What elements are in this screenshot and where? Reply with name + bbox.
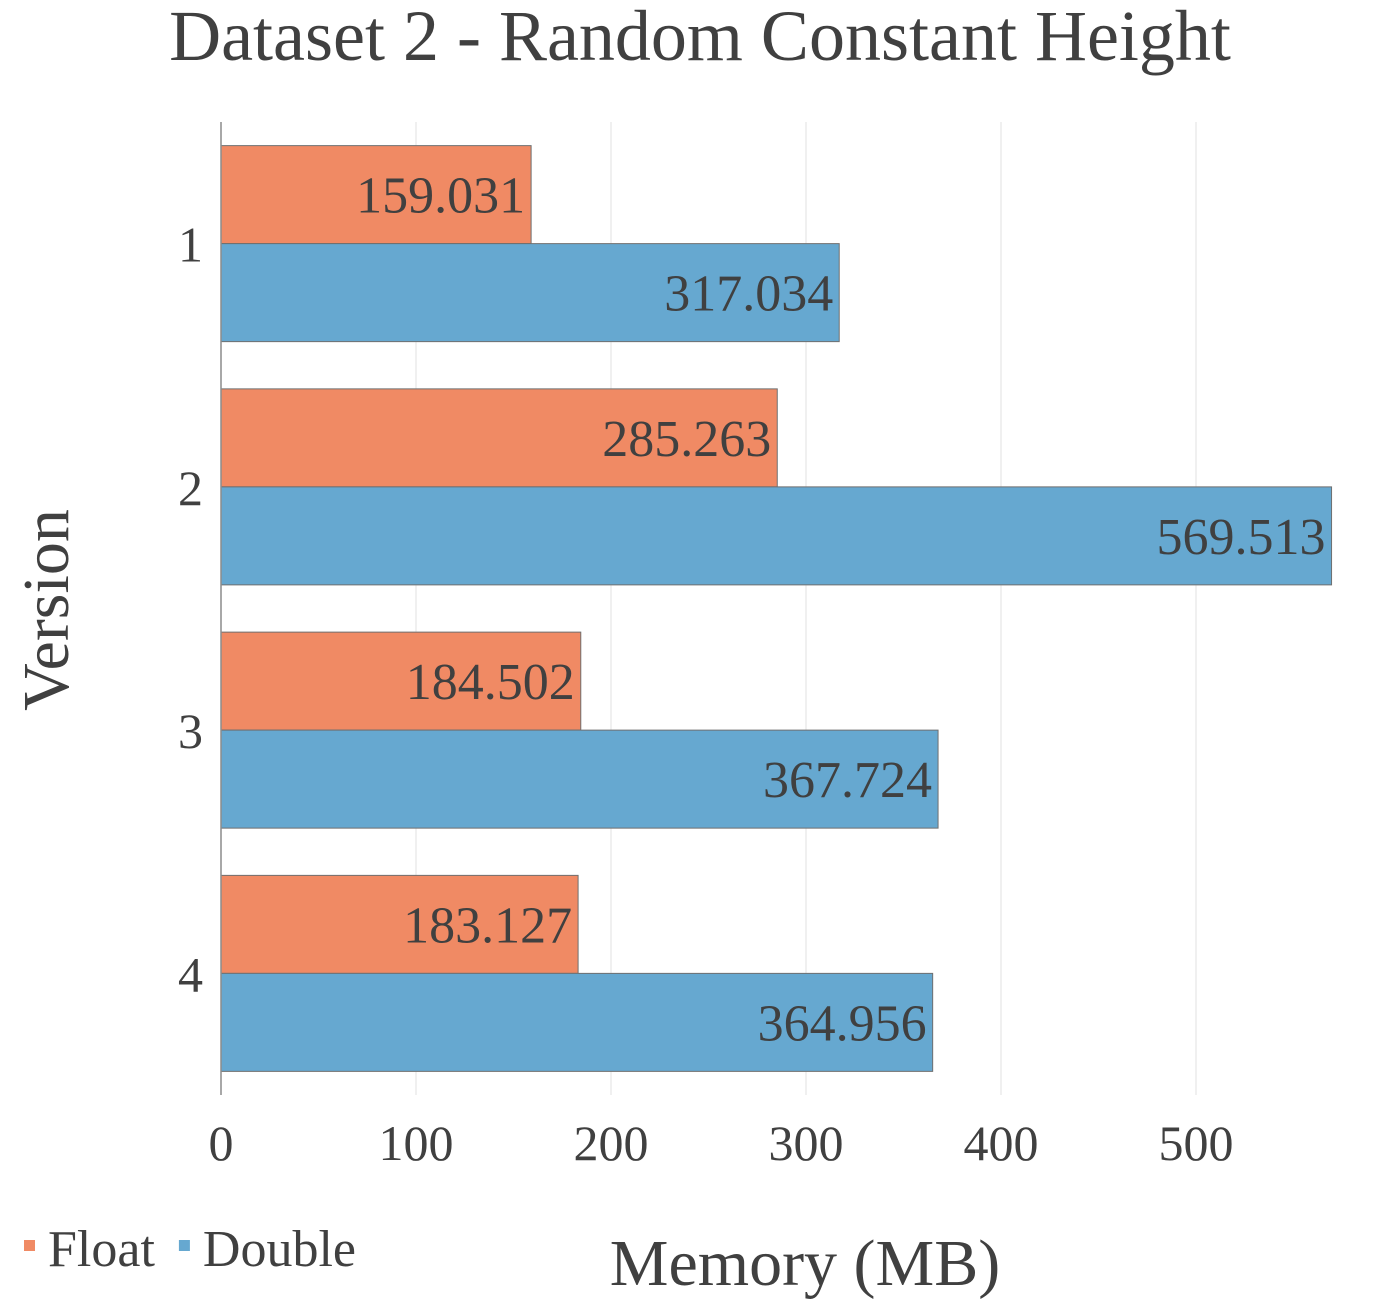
data-label-double-version-4: 364.956: [758, 995, 927, 1052]
bar-float-version-3: [220, 631, 582, 731]
bar-float-version-1: [220, 145, 532, 245]
y-tick-label: 1: [178, 217, 203, 273]
data-label-double-version-2: 569.513: [1157, 509, 1326, 566]
chart-title: Dataset 2 - Random Constant Height: [169, 0, 1231, 76]
x-axis-title: Memory (MB): [610, 1227, 1000, 1300]
x-tick-label: 100: [379, 1115, 454, 1171]
legend-swatch-float: [24, 1240, 35, 1251]
x-tick-label: 500: [1159, 1115, 1234, 1171]
bar-double-version-4: [220, 972, 934, 1072]
x-tick-label: 400: [964, 1115, 1039, 1171]
data-labels: 159.031 317.034 285.263 569.513 184.502 367.7…: [356, 168, 1325, 1053]
data-label-double-version-3: 367.724: [763, 752, 932, 809]
legend-label-float: Float: [48, 1221, 155, 1278]
x-tick-label: 300: [769, 1115, 844, 1171]
bar-float-version-2: [220, 388, 778, 488]
bar-double-version-3: [220, 729, 939, 829]
data-label-float-version-3: 184.502: [406, 654, 575, 711]
bars: [220, 145, 1333, 1072]
x-tick-labels: 0 100 200 300 400 500: [209, 1115, 1234, 1171]
data-label-float-version-4: 183.127: [403, 897, 572, 954]
data-label-float-version-2: 285.263: [602, 411, 771, 468]
y-axis-title: Version: [10, 509, 83, 711]
data-label-double-version-1: 317.034: [664, 266, 833, 323]
x-tick-label: 0: [209, 1115, 234, 1171]
y-tick-label: 3: [178, 703, 203, 759]
legend-label-double: Double: [203, 1221, 356, 1278]
data-label-float-version-1: 159.031: [356, 168, 525, 225]
y-tick-label: 2: [178, 460, 203, 516]
y-tick-label: 4: [178, 946, 203, 1002]
y-tick-labels: 1 2 3 4: [178, 217, 203, 1003]
bar-float-version-4: [220, 874, 579, 974]
legend-swatch-double: [178, 1240, 190, 1251]
x-tick-label: 200: [574, 1115, 649, 1171]
bar-double-version-2: [220, 486, 1333, 586]
legend: Float Double: [24, 1221, 356, 1278]
